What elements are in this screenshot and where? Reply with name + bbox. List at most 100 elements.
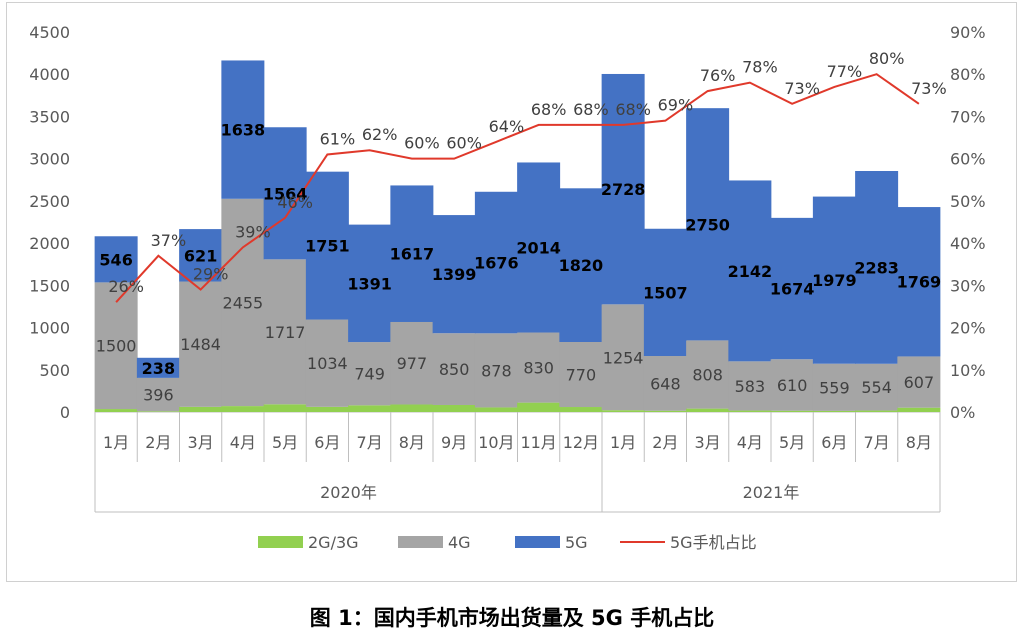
bar-2g3g-segment bbox=[897, 407, 941, 412]
data-label-5g-share: 61% bbox=[320, 129, 356, 148]
data-label-5g-share: 68% bbox=[573, 100, 609, 119]
bar-4g-segment bbox=[390, 321, 434, 405]
data-label-5g-share: 29% bbox=[193, 265, 229, 284]
x-tick-label: 11月 bbox=[520, 433, 556, 452]
y-right-tick-label: 70% bbox=[950, 107, 986, 126]
bar-4g-segment bbox=[601, 304, 645, 411]
data-label-5g: 1820 bbox=[559, 256, 604, 275]
x-tick-label: 2月 bbox=[652, 433, 678, 452]
y-right-tick-label: 0% bbox=[950, 403, 975, 422]
y-left-tick-label: 1500 bbox=[29, 276, 70, 295]
bar-5g-segment bbox=[559, 188, 603, 342]
bar-5g-segment bbox=[601, 73, 645, 305]
bar-2g3g-segment bbox=[517, 402, 561, 412]
data-label-4g: 554 bbox=[861, 378, 892, 397]
bar-2g3g-segment bbox=[812, 410, 856, 412]
y-left-tick-label: 0 bbox=[60, 403, 70, 422]
x-tick-label: 5月 bbox=[272, 433, 298, 452]
legend: 2G/3G 4G 5G 5G手机占比 bbox=[258, 533, 757, 552]
data-label-4g: 396 bbox=[143, 386, 174, 405]
legend-label: 5G bbox=[565, 533, 588, 552]
bar-4g-segment bbox=[179, 281, 223, 407]
data-label-5g: 2142 bbox=[728, 262, 773, 281]
bar-2g3g-segment bbox=[94, 409, 138, 412]
bar-5g-segment bbox=[812, 196, 856, 364]
data-label-5g-share: 80% bbox=[869, 49, 905, 68]
bar-5g-segment bbox=[305, 171, 349, 320]
data-label-4g: 1500 bbox=[96, 337, 137, 356]
year-group-label: 2021年 bbox=[743, 483, 800, 502]
data-label-5g: 1979 bbox=[812, 271, 857, 290]
bar-2g3g-segment bbox=[686, 408, 730, 412]
bar-4g-segment bbox=[812, 363, 856, 411]
x-tick-label: 1月 bbox=[103, 433, 129, 452]
y-left-tick-label: 1000 bbox=[29, 319, 70, 338]
data-label-4g: 878 bbox=[481, 361, 512, 380]
data-label-5g: 621 bbox=[184, 246, 217, 265]
bar-5g-segment bbox=[94, 236, 138, 283]
y-left-tick-label: 2500 bbox=[29, 192, 70, 211]
data-label-4g: 749 bbox=[354, 365, 385, 384]
data-label-4g: 2455 bbox=[223, 293, 264, 312]
y-left-tick-label: 3500 bbox=[29, 107, 70, 126]
legend-label: 4G bbox=[448, 533, 471, 552]
bar-4g-segment bbox=[897, 356, 941, 408]
bar-5g-segment bbox=[686, 108, 730, 341]
x-tick-label: 7月 bbox=[357, 433, 383, 452]
data-label-5g: 1638 bbox=[221, 121, 266, 140]
y-left-tick-label: 3000 bbox=[29, 150, 70, 169]
line-layer bbox=[115, 73, 920, 303]
y-left-tick-label: 4500 bbox=[29, 23, 70, 42]
legend-swatch bbox=[515, 536, 560, 548]
chart-frame bbox=[6, 2, 1017, 582]
bar-5g-segment bbox=[390, 185, 434, 322]
bar-2g3g-segment bbox=[390, 404, 434, 412]
data-label-5g-share: 68% bbox=[615, 100, 651, 119]
bar-5g-segment bbox=[517, 162, 561, 333]
bar-5g-segment bbox=[474, 191, 518, 334]
data-label-5g: 238 bbox=[142, 359, 175, 378]
bar-5g-segment bbox=[263, 127, 307, 260]
data-label-5g-share: 60% bbox=[404, 134, 440, 153]
x-tick-label: 3月 bbox=[188, 433, 214, 452]
labels-layer: 1500 546 396 238 1484 621 2455 1638 1717 1564 1034… bbox=[96, 49, 947, 404]
year-group-label: 2020年 bbox=[320, 483, 377, 502]
bar-2g3g-segment bbox=[221, 406, 265, 412]
data-label-5g: 546 bbox=[99, 250, 132, 269]
bar-4g-segment bbox=[770, 359, 814, 411]
x-tick-label: 6月 bbox=[314, 433, 340, 452]
bar-2g3g-segment bbox=[263, 404, 307, 412]
legend-label: 2G/3G bbox=[308, 533, 359, 552]
data-label-4g: 830 bbox=[523, 359, 554, 378]
bar-5g-segment bbox=[348, 224, 392, 343]
bar-4g-segment bbox=[221, 198, 265, 407]
data-label-5g-share: 37% bbox=[151, 231, 187, 250]
data-label-4g: 583 bbox=[735, 377, 766, 396]
data-label-5g-share: 62% bbox=[362, 125, 398, 144]
y-left-tick-label: 4000 bbox=[29, 65, 70, 84]
bar-4g-segment bbox=[474, 333, 518, 408]
bar-2g3g-segment bbox=[348, 405, 392, 412]
data-label-5g: 1399 bbox=[432, 265, 477, 284]
data-label-5g: 2750 bbox=[685, 215, 730, 234]
x-tick-label: 3月 bbox=[695, 433, 721, 452]
bar-5g-segment bbox=[179, 229, 223, 282]
x-tick-label: 7月 bbox=[864, 433, 890, 452]
data-label-5g: 1617 bbox=[390, 245, 435, 264]
y-left-tick-label: 500 bbox=[39, 361, 70, 380]
bar-2g3g-segment bbox=[643, 410, 687, 412]
x-tick-label: 8月 bbox=[399, 433, 425, 452]
x-tick-label: 9月 bbox=[441, 433, 467, 452]
bar-4g-segment bbox=[348, 342, 392, 406]
bar-4g-segment bbox=[263, 259, 307, 405]
data-label-5g: 1769 bbox=[897, 273, 942, 292]
data-label-4g: 770 bbox=[566, 366, 597, 385]
y-right-tick-label: 20% bbox=[950, 319, 986, 338]
x-tick-label: 5月 bbox=[779, 433, 805, 452]
data-label-4g: 850 bbox=[439, 360, 470, 379]
data-label-4g: 1254 bbox=[603, 348, 644, 367]
data-label-4g: 977 bbox=[397, 354, 428, 373]
data-label-5g: 1676 bbox=[474, 254, 519, 273]
bar-4g-segment bbox=[728, 361, 772, 411]
